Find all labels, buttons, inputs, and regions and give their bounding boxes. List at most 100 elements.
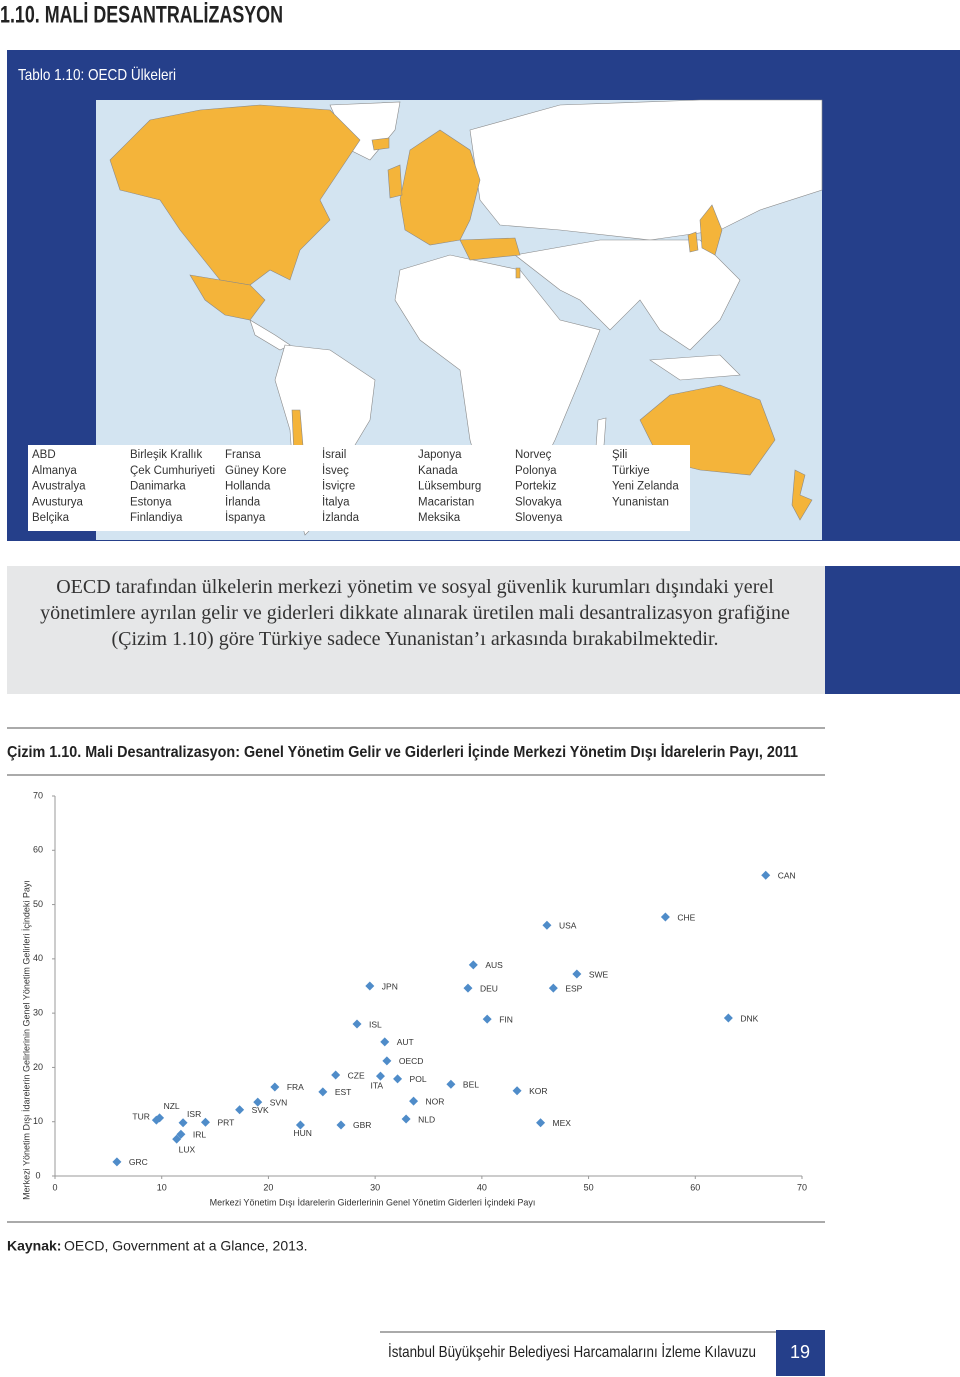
point-label: ITA: [370, 1080, 383, 1090]
data-point: [295, 1120, 305, 1130]
point-label: GBR: [353, 1120, 371, 1130]
point-label: NOR: [426, 1096, 445, 1106]
point-label: NLD: [418, 1114, 435, 1124]
country-name: Slovenya: [515, 512, 563, 524]
point-label: SWE: [589, 969, 609, 979]
data-point: [548, 983, 558, 993]
point-label: SVN: [270, 1097, 287, 1107]
data-point: [331, 1070, 341, 1080]
x-tick-label: 50: [584, 1182, 594, 1192]
country-name: Fransa: [225, 449, 261, 461]
point-label: AUT: [397, 1037, 414, 1047]
data-point: [253, 1097, 263, 1107]
y-tick-label: 30: [33, 1008, 43, 1018]
point-label: POL: [410, 1074, 427, 1084]
point-label: CHE: [677, 912, 695, 922]
point-label: AUS: [485, 960, 503, 970]
y-tick-label: 50: [33, 899, 43, 909]
point-label: FRA: [287, 1082, 304, 1092]
y-tick-label: 60: [33, 845, 43, 855]
country-name: Yunanistan: [612, 496, 669, 508]
country-name: Meksika: [418, 512, 461, 524]
scatter-chart: 0 10 20 30 40 50 60 70 0 10 20 30 40 50 60 70 Merkezi Yö…: [21, 790, 807, 1207]
data-point: [761, 870, 771, 880]
data-point: [336, 1120, 346, 1130]
country-name: Yeni Zelanda: [612, 481, 679, 493]
x-tick-label: 0: [52, 1182, 57, 1192]
data-point: [723, 1013, 733, 1023]
y-tick-label: 40: [33, 953, 43, 963]
x-axis-label: Merkezi Yönetim Dışı İdarelerin Giderler…: [210, 1197, 536, 1207]
country-name: Hollanda: [225, 481, 271, 493]
point-label: EST: [335, 1087, 352, 1097]
point-label: ISL: [369, 1019, 382, 1029]
data-point: [352, 1019, 362, 1029]
source-label: Kaynak:: [7, 1238, 61, 1254]
data-point: [393, 1074, 403, 1084]
data-point: [512, 1086, 522, 1096]
country-name: İsrail: [322, 448, 346, 461]
country-name: Türkiye: [612, 465, 650, 477]
page-heading: 1.10. MALİ DESANTRALİZASYON: [0, 1, 283, 28]
point-label: KOR: [529, 1086, 547, 1096]
chart-title: Çizim 1.10. Mali Desantralizasyon: Genel…: [7, 743, 798, 761]
data-point: [536, 1118, 546, 1128]
data-point: [380, 1037, 390, 1047]
x-tick-label: 20: [263, 1182, 273, 1192]
country-name: Lüksemburg: [418, 481, 481, 493]
country-name: Portekiz: [515, 481, 557, 493]
data-point: [542, 920, 552, 930]
data-point: [200, 1117, 210, 1127]
summary-box: [7, 566, 825, 694]
point-label: MEX: [553, 1118, 572, 1128]
point-label: IRL: [193, 1129, 207, 1139]
source-text: OECD, Government at a Glance, 2013.: [64, 1238, 308, 1254]
country-name: Finlandiya: [130, 512, 183, 524]
world-map: [96, 99, 823, 540]
y-tick-label: 0: [35, 1170, 40, 1180]
page-number: 19: [790, 1342, 810, 1362]
point-label: NZL: [164, 1101, 180, 1111]
point-label: FIN: [499, 1014, 513, 1024]
data-point: [660, 912, 670, 922]
point-label: DEU: [480, 983, 498, 993]
data-point: [409, 1096, 419, 1106]
point-label: BEL: [463, 1080, 479, 1090]
summary-accent: [825, 566, 960, 694]
country-name: Almanya: [32, 465, 77, 477]
country-name: İspanya: [225, 511, 266, 524]
x-tick-label: 10: [157, 1182, 167, 1192]
country-name: İzlanda: [322, 511, 360, 524]
data-point: [401, 1114, 411, 1124]
point-label: HUN: [293, 1128, 311, 1138]
x-tick-label: 70: [797, 1182, 807, 1192]
data-point: [365, 981, 375, 991]
point-label: SVK: [252, 1105, 269, 1115]
data-point: [235, 1105, 245, 1115]
summary-text: OECD tarafından ülkelerin merkezi yöneti…: [40, 576, 790, 650]
y-tick-label: 20: [33, 1062, 43, 1072]
point-label: USA: [559, 920, 577, 930]
data-point: [468, 960, 478, 970]
data-point: [382, 1056, 392, 1066]
point-label: CZE: [348, 1070, 365, 1080]
data-point: [178, 1118, 188, 1128]
country-name: İsviçre: [322, 480, 355, 493]
country-name: Macaristan: [418, 496, 474, 508]
country-name: Avustralya: [32, 481, 86, 493]
country-name: Güney Kore: [225, 465, 286, 477]
x-tick-label: 40: [477, 1182, 487, 1192]
country-name: Birleşik Krallık: [130, 449, 202, 461]
data-point: [176, 1129, 186, 1139]
country-name: Şili: [612, 449, 627, 461]
y-axis-label: Merkezi Yönetim Dışı İdarelerin Gelirler…: [21, 880, 31, 1200]
country-name: Slovakya: [515, 496, 562, 508]
data-point: [446, 1079, 456, 1089]
point-label: TUR: [132, 1111, 149, 1121]
data-point: [482, 1014, 492, 1024]
country-name: Avusturya: [32, 496, 84, 508]
point-label: GRC: [129, 1157, 148, 1167]
point-label: PRT: [217, 1118, 234, 1128]
country-name: Estonya: [130, 496, 172, 508]
